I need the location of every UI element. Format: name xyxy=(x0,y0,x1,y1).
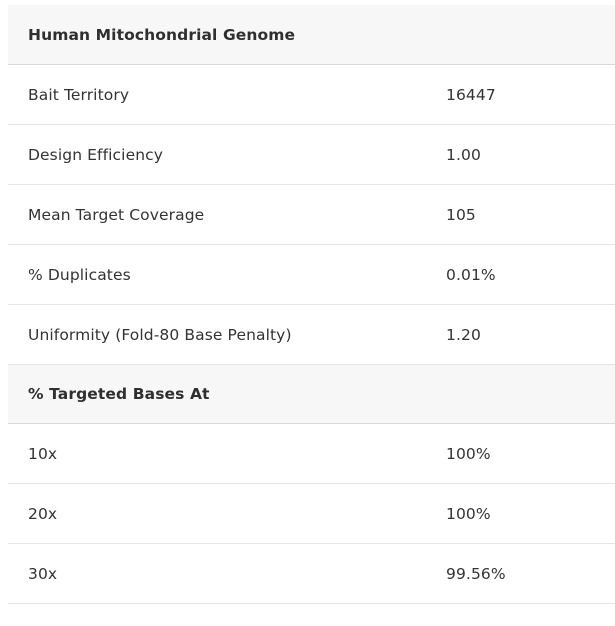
table-row: 20x 100% xyxy=(8,484,615,544)
row-value: 16447 xyxy=(446,85,496,104)
row-value: 1.00 xyxy=(446,145,481,164)
row-value: 99.56% xyxy=(446,564,506,583)
row-label: Bait Territory xyxy=(28,85,130,104)
row-value: 100% xyxy=(446,504,491,523)
metrics-table: Human Mitochondrial Genome Bait Territor… xyxy=(8,5,615,604)
row-label: Mean Target Coverage xyxy=(28,205,205,224)
row-label: % Duplicates xyxy=(28,265,131,284)
section-header-genome: Human Mitochondrial Genome xyxy=(8,5,615,65)
table-row: % Duplicates 0.01% xyxy=(8,245,615,305)
row-value: 105 xyxy=(446,205,476,224)
row-value: 0.01% xyxy=(446,265,496,284)
row-value: 100% xyxy=(446,444,491,463)
section-header-targeted-bases: % Targeted Bases At xyxy=(8,365,615,424)
table-row: Mean Target Coverage 105 xyxy=(8,185,615,245)
row-label: Uniformity (Fold-80 Base Penalty) xyxy=(28,325,292,344)
row-label: Design Efficiency xyxy=(28,145,164,164)
section-title: Human Mitochondrial Genome xyxy=(28,25,296,44)
table-row: 30x 99.56% xyxy=(8,544,615,604)
table-row: 10x 100% xyxy=(8,424,615,484)
table-row: Uniformity (Fold-80 Base Penalty) 1.20 xyxy=(8,305,615,365)
table-row: Design Efficiency 1.00 xyxy=(8,125,615,185)
row-label: 30x xyxy=(28,564,58,583)
row-label: 20x xyxy=(28,504,58,523)
table-row: Bait Territory 16447 xyxy=(8,65,615,125)
section-title: % Targeted Bases At xyxy=(28,385,210,403)
row-label: 10x xyxy=(28,444,58,463)
row-value: 1.20 xyxy=(446,325,481,344)
